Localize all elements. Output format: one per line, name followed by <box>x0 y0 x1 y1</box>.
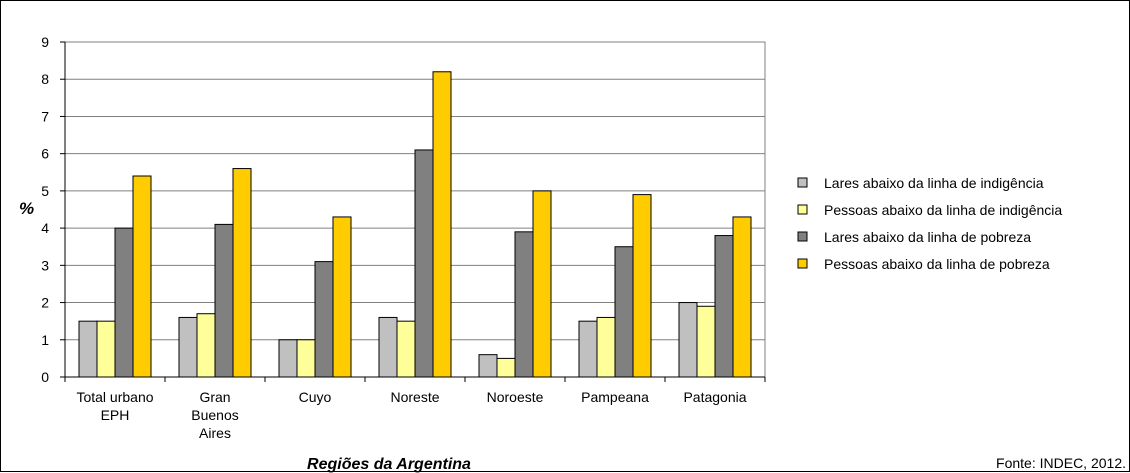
legend-label: Lares abaixo da linha de indigência <box>824 175 1044 191</box>
bar <box>496 357 516 378</box>
bar <box>714 235 734 378</box>
y-tick-label: 3 <box>41 257 49 273</box>
bar <box>678 302 698 378</box>
x-category-label: Patagonia <box>683 389 746 405</box>
source-note: Fonte: INDEC, 2012. <box>996 455 1126 471</box>
bar <box>178 316 198 378</box>
x-category-label-line: EPH <box>101 407 130 423</box>
bar <box>614 246 634 378</box>
legend-label: Pessoas abaixo da linha de indigência <box>824 202 1062 218</box>
x-category-label-line: Pampeana <box>581 389 649 405</box>
x-category-label-line: Patagonia <box>683 389 746 405</box>
x-category-label: Pampeana <box>581 389 649 405</box>
bar <box>532 190 552 378</box>
y-tick-label: 2 <box>41 295 49 311</box>
bar <box>196 313 216 378</box>
bar <box>478 354 498 378</box>
x-category-label: Cuyo <box>299 389 332 405</box>
legend-label: Pessoas abaixo da linha de pobreza <box>824 256 1050 272</box>
x-category-label-line: Aires <box>199 425 231 441</box>
bar <box>332 216 352 378</box>
bar <box>214 223 234 378</box>
bar <box>514 231 534 378</box>
bar <box>296 339 316 378</box>
y-tick-label: 9 <box>41 34 49 50</box>
bar <box>578 320 598 378</box>
y-tick-label: 1 <box>41 332 49 348</box>
x-category-label-line: Noreste <box>390 389 439 405</box>
bar <box>596 316 616 378</box>
legend-label: Lares abaixo da linha de pobreza <box>824 229 1031 245</box>
x-category-label-line: Buenos <box>191 407 238 423</box>
legend: Lares abaixo da linha de indigência Pesso… <box>797 175 1062 272</box>
y-tick-label: 7 <box>41 108 49 124</box>
axes <box>60 41 766 382</box>
x-category-label-line: Gran <box>199 389 230 405</box>
x-category-labels: Total urbano EPH Gran Buenos Aires Cuyo Norest… <box>76 389 746 441</box>
legend-swatch <box>797 258 808 269</box>
x-axis-title: Regiões da Argentina <box>307 456 471 473</box>
x-category-label-line: Noroeste <box>487 389 544 405</box>
bar <box>314 261 334 378</box>
bar <box>632 194 652 378</box>
y-tick-label: 6 <box>41 146 49 162</box>
legend-swatch <box>797 177 808 188</box>
legend-swatch <box>797 231 808 242</box>
legend-swatch <box>797 204 808 215</box>
y-axis-title: % <box>19 199 34 218</box>
x-category-label-line: Cuyo <box>299 389 332 405</box>
y-tick-label: 5 <box>41 183 49 199</box>
bar <box>132 175 152 378</box>
bar <box>432 71 452 378</box>
y-tick-labels: 0 1 2 3 4 5 6 7 8 9 <box>41 34 49 385</box>
bar <box>732 216 752 378</box>
bar <box>396 320 416 378</box>
y-tick-label: 0 <box>41 369 49 385</box>
bar <box>414 149 434 378</box>
bar <box>78 320 98 378</box>
bar <box>378 316 398 378</box>
bar <box>232 168 252 378</box>
x-category-label: Noroeste <box>487 389 544 405</box>
x-category-label: Gran Buenos Aires <box>191 389 238 441</box>
x-category-label: Total urbano EPH <box>76 389 153 423</box>
x-category-label: Noreste <box>390 389 439 405</box>
x-category-label-line: Total urbano <box>76 389 153 405</box>
y-tick-label: 8 <box>41 71 49 87</box>
bar <box>696 305 716 378</box>
bar <box>96 320 116 378</box>
bar <box>278 339 298 378</box>
bars <box>78 71 752 378</box>
y-tick-label: 4 <box>41 220 49 236</box>
bar <box>114 227 134 378</box>
